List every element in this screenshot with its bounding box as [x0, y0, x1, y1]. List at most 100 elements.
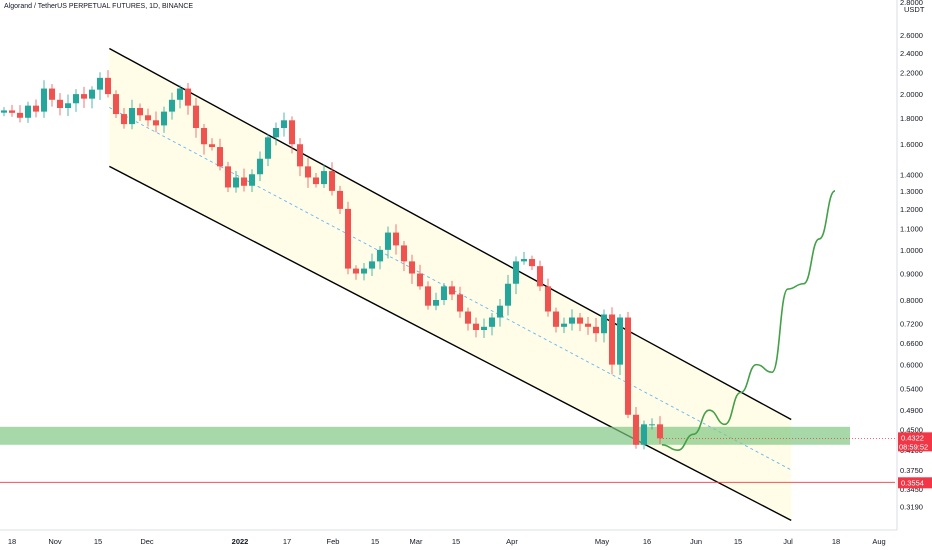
price-tick-label: 2.0000 — [900, 90, 923, 99]
candle-body — [168, 99, 176, 112]
time-tick-label: Nov — [48, 537, 62, 546]
candle-body — [96, 77, 104, 90]
candle-body — [8, 110, 16, 113]
candles — [0, 70, 664, 450]
candle-body — [280, 120, 288, 128]
candle-body — [80, 94, 88, 99]
time-tick-label: Feb — [327, 537, 340, 546]
candle-body — [400, 245, 408, 262]
candle-body — [224, 166, 232, 188]
symbol-name: Algorand / TetherUS PERPETUAL FUTURES — [4, 3, 146, 10]
candle-body — [256, 158, 264, 175]
candle-body — [648, 424, 656, 426]
candle-body — [360, 268, 368, 274]
candle-body — [176, 88, 184, 100]
candle-body — [328, 171, 336, 191]
time-tick-label: 16 — [643, 537, 651, 546]
candle-body — [296, 144, 304, 167]
candle-body — [656, 424, 664, 439]
candle-body — [336, 190, 344, 209]
price-tick-label: 0.3450 — [900, 485, 923, 494]
candle-body — [152, 120, 160, 126]
channel — [109, 47, 792, 522]
price-tick-label: 1.6000 — [900, 140, 923, 149]
time-tick-label: 17 — [283, 537, 291, 546]
candle-body — [512, 261, 520, 284]
candle-body — [144, 115, 152, 121]
candle-body — [608, 314, 616, 365]
level-text: 0.3554 — [901, 478, 924, 487]
price-tick-label: 0.3190 — [900, 503, 923, 512]
support-zone-rect — [0, 426, 850, 445]
channel-upper-line — [109, 47, 792, 421]
candle-body — [408, 261, 416, 274]
candle-body — [392, 232, 400, 246]
time-tick-label: Aug — [872, 537, 885, 546]
time-tick-label: 15 — [734, 537, 742, 546]
price-tick-label: 0.9000 — [900, 270, 923, 279]
candle-body — [312, 177, 320, 185]
time-tick-label: Jun — [690, 537, 702, 546]
price-tick-label: 0.5400 — [900, 384, 923, 393]
time-tick-label: Jul — [783, 537, 793, 546]
candle-body — [560, 323, 568, 327]
candle-body — [48, 88, 56, 100]
price-tick-label: 1.8000 — [900, 114, 923, 123]
candle-body — [16, 112, 24, 118]
candle-body — [0, 110, 8, 113]
candle-body — [520, 259, 528, 262]
price-tick-label: 1.0000 — [900, 246, 923, 255]
price-tick-label: 1.3000 — [900, 187, 923, 196]
price-tick-label: 2.6000 — [900, 31, 923, 40]
candle-body — [72, 94, 80, 104]
candle-body — [480, 326, 488, 330]
price-tick-label: 0.3750 — [900, 466, 923, 475]
candle-body — [592, 326, 600, 334]
time-tick-label: Apr — [506, 537, 518, 546]
price-tick-label: 0.7200 — [900, 320, 923, 329]
candle-body — [88, 89, 96, 99]
candle-body — [384, 232, 392, 250]
projection-path — [661, 190, 836, 451]
candle-body — [464, 311, 472, 324]
price-unit-label: USDT — [904, 5, 925, 14]
current-price-text: 0.4322 — [901, 433, 924, 442]
candle-body — [40, 88, 48, 112]
candle-body — [120, 114, 128, 125]
candle-body — [448, 286, 456, 295]
candle-body — [424, 286, 432, 306]
channel-fill — [109, 48, 792, 521]
candle-body — [544, 286, 552, 312]
candle-body — [440, 286, 448, 300]
candle-body — [568, 317, 576, 324]
candle-body — [472, 323, 480, 330]
candle-body — [488, 317, 496, 327]
price-tick-label: 0.8000 — [900, 296, 923, 305]
candle-body — [128, 108, 136, 125]
price-tick-label: 2.8000 — [900, 0, 923, 7]
candle-body — [344, 208, 352, 269]
candle-body — [528, 259, 536, 267]
price-tick-label: 1.4000 — [900, 170, 923, 179]
candle-body — [584, 323, 592, 327]
candle-body — [264, 137, 272, 159]
candle-body — [232, 177, 240, 188]
candle-body — [504, 283, 512, 306]
price-tick-label: 0.6600 — [900, 339, 923, 348]
candle-body — [432, 299, 440, 306]
candle-body — [352, 268, 360, 274]
time-tick-label: 15 — [452, 537, 460, 546]
channel-lower-line — [109, 165, 792, 522]
candle-body — [160, 111, 168, 126]
candle-body — [304, 166, 312, 178]
candle-body — [184, 88, 192, 106]
candle-body — [32, 105, 40, 112]
current-price-badge — [898, 432, 932, 452]
time-tick-label: 15 — [94, 537, 102, 546]
level-badge — [898, 477, 932, 489]
candle-body — [64, 103, 72, 109]
candle-body — [192, 105, 200, 128]
candle-body — [240, 177, 248, 186]
